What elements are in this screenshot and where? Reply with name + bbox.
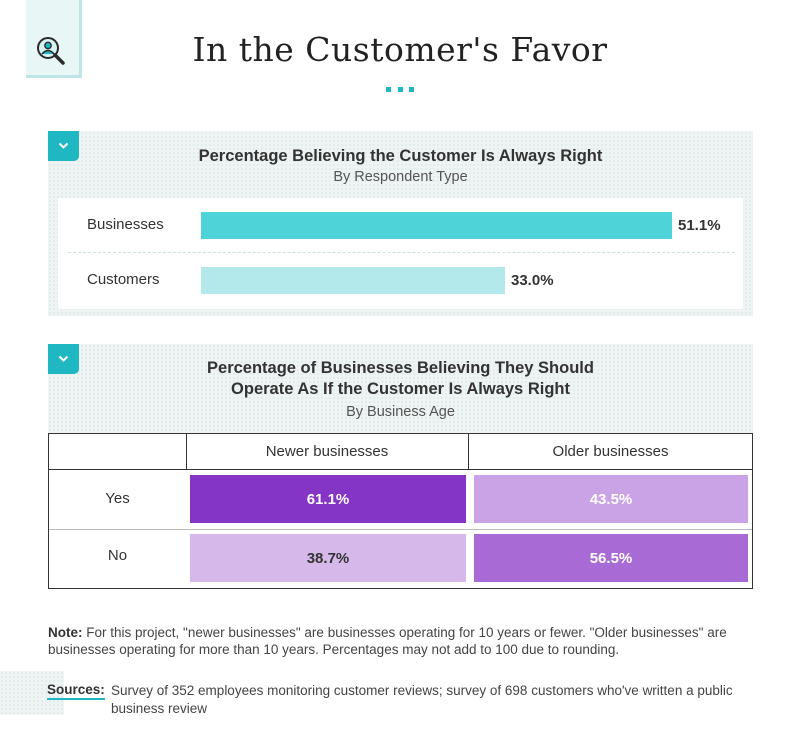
cell-no-newer: 38.7%	[190, 534, 466, 582]
column-header-older: Older businesses	[552, 443, 669, 460]
respondent-type-chart-panel: Percentage Believing the Customer Is Alw…	[48, 131, 753, 316]
cell-yes-newer: 61.1%	[190, 475, 466, 523]
sources-tab	[0, 671, 64, 715]
page-title: In the Customer's Favor	[192, 30, 608, 69]
bar-category-label: Customers	[87, 271, 160, 288]
table-title-line: Operate As If the Customer Is Always Rig…	[231, 380, 570, 398]
bar-row-businesses: Businesses 51.1%	[58, 198, 743, 252]
table-title-line: Percentage of Businesses Believing They …	[207, 359, 594, 377]
note-label: Note:	[48, 625, 83, 640]
table-title: Percentage of Businesses Believing They …	[48, 358, 753, 400]
note-text: For this project, "newer businesses" are…	[48, 625, 727, 657]
bar-category-label: Businesses	[87, 216, 164, 233]
bar-customers	[201, 267, 505, 294]
bar-value-label: 33.0%	[511, 272, 554, 289]
cell-no-older: 56.5%	[474, 534, 748, 582]
sources-text: Survey of 352 employees monitoring custo…	[111, 683, 733, 716]
business-age-table-panel: Percentage of Businesses Believing They …	[48, 344, 753, 589]
chart-title: Percentage Believing the Customer Is Alw…	[198, 147, 603, 165]
title-divider-dots	[386, 87, 414, 93]
sources-label: Sources:	[47, 682, 105, 700]
bar-value-label: 51.1%	[678, 217, 721, 234]
chart-subtitle: By Respondent Type	[333, 169, 468, 185]
row-divider	[68, 252, 735, 253]
footnote: Note: For this project, "newer businesse…	[48, 624, 760, 658]
chevron-down-icon	[58, 355, 69, 362]
cell-yes-older: 43.5%	[474, 475, 748, 523]
bar-businesses	[201, 212, 672, 239]
column-header-newer: Newer businesses	[265, 443, 389, 460]
table-subtitle: By Business Age	[346, 404, 455, 420]
bar-row-customers: Customers 33.0%	[58, 253, 743, 307]
magnifier-person-icon	[36, 36, 66, 66]
chevron-down-icon	[58, 142, 69, 149]
bar-chart-area: Businesses 51.1% Customers 33.0%	[58, 198, 743, 309]
collapse-toggle[interactable]	[48, 344, 79, 374]
row-header-yes: Yes	[105, 490, 130, 507]
data-table: Newer businesses Older businesses Yes No…	[48, 433, 753, 589]
row-header-no: No	[107, 547, 128, 564]
collapse-toggle[interactable]	[48, 131, 79, 161]
